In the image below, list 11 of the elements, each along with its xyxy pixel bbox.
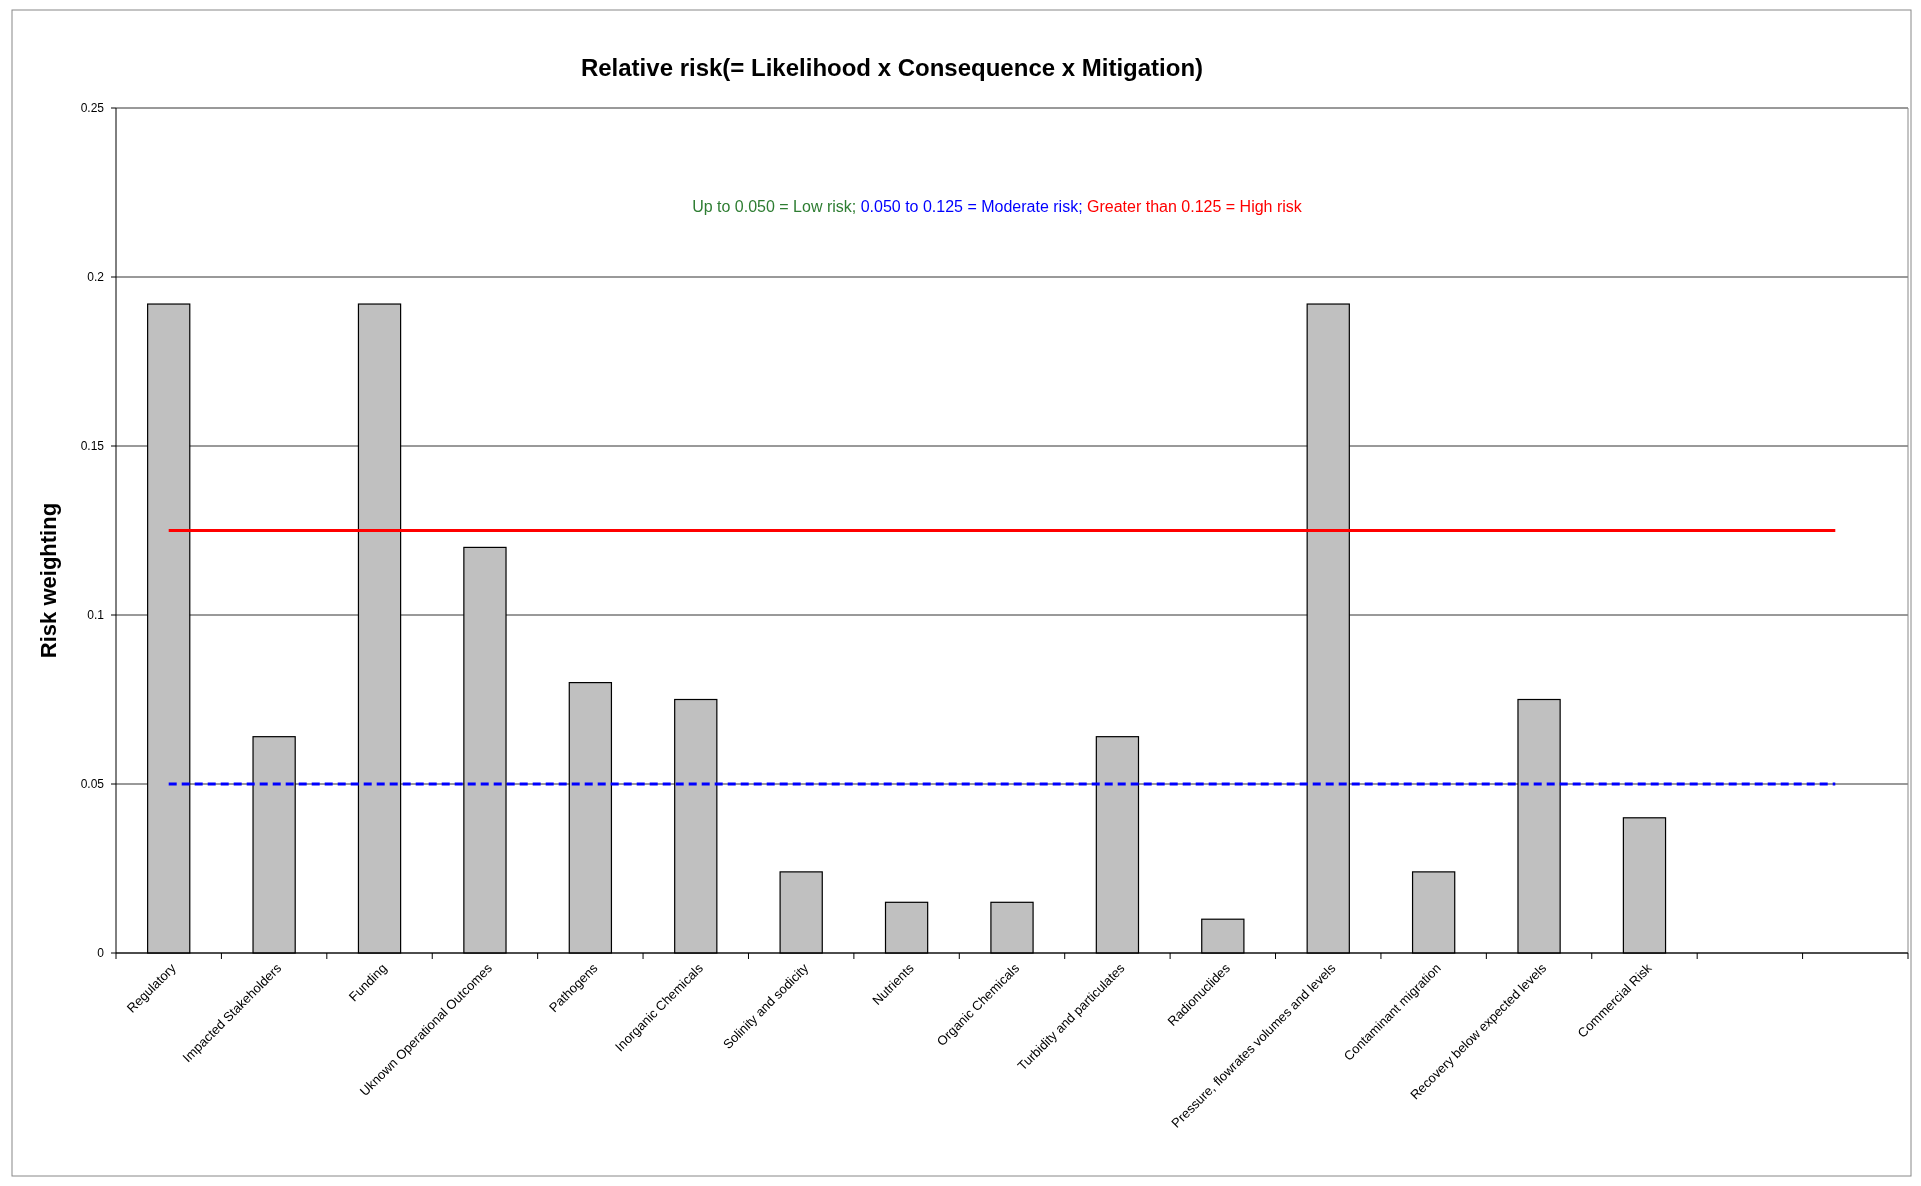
y-tick-label: 0.1 xyxy=(87,608,105,623)
annotation: Up to 0.050 = Low risk; xyxy=(692,198,861,215)
annotation: Greater than 0.125 = High risk xyxy=(1087,198,1303,215)
y-tick-label: 0 xyxy=(97,946,105,961)
y-tick-label: 0.05 xyxy=(80,777,105,792)
y-tick-label: 0.15 xyxy=(80,439,105,454)
y-axis-title: Risk weighting xyxy=(36,502,61,659)
y-tick-label: 0.2 xyxy=(87,270,105,285)
chart-title: Relative risk(= Likelihood x Consequence x Mitigation) xyxy=(580,54,1204,81)
y-tick-label: 0.25 xyxy=(80,101,105,116)
annotation: 0.050 to 0.125 = Moderate risk; xyxy=(860,198,1088,215)
